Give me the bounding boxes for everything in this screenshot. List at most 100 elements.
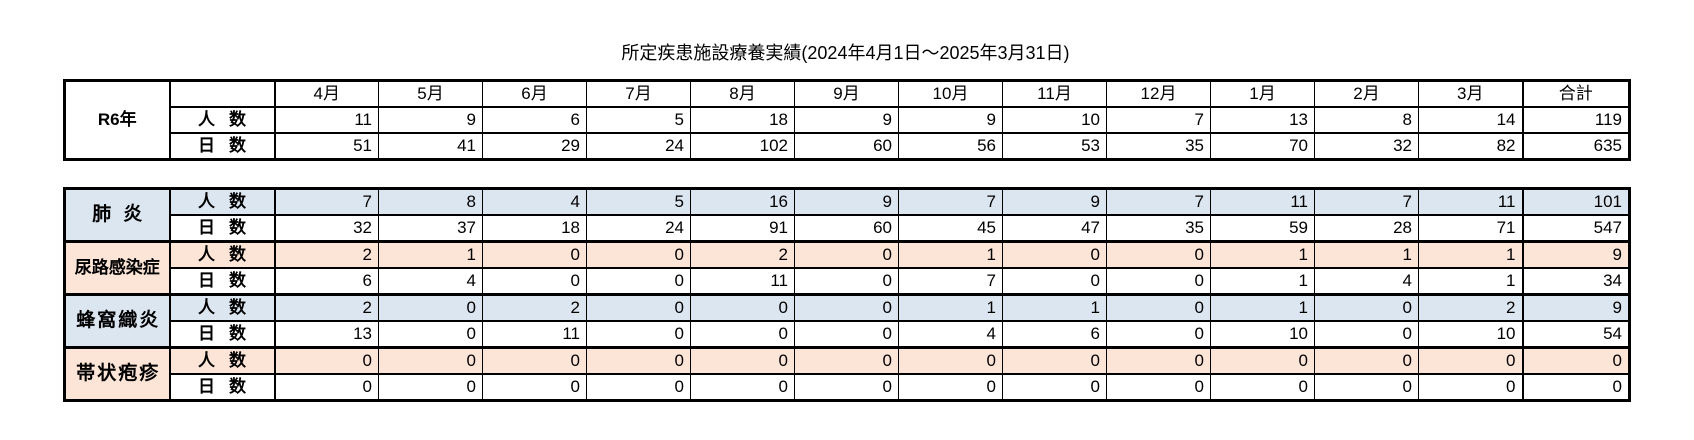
data-cell: 0 bbox=[1314, 293, 1419, 322]
data-cell: 1 bbox=[1002, 293, 1107, 322]
total-cell: 119 bbox=[1521, 106, 1630, 134]
data-cell: 4 bbox=[378, 267, 483, 296]
row-label-people: 人数 bbox=[168, 240, 275, 269]
total-cell: 54 bbox=[1521, 320, 1630, 349]
data-cell: 11 bbox=[273, 106, 379, 134]
disease-label: 尿路感染症 bbox=[64, 240, 170, 296]
data-cell: 6 bbox=[482, 106, 587, 134]
data-cell: 2 bbox=[273, 293, 379, 322]
summary-people-row: 人数 11 9 6 5 18 9 9 10 7 13 8 14 119 bbox=[65, 106, 1630, 134]
data-cell: 60 bbox=[794, 214, 899, 243]
data-cell: 0 bbox=[1106, 267, 1211, 296]
row-label-days: 日数 bbox=[168, 320, 275, 349]
data-cell: 18 bbox=[482, 214, 587, 243]
data-cell: 56 bbox=[898, 132, 1003, 161]
row-label-people: 人数 bbox=[168, 293, 275, 322]
data-cell: 7 bbox=[1106, 187, 1211, 216]
data-cell: 35 bbox=[1106, 132, 1211, 161]
data-cell: 0 bbox=[1002, 240, 1107, 269]
data-cell: 1 bbox=[1314, 240, 1419, 269]
month-header: 4月 bbox=[273, 79, 379, 108]
data-cell: 7 bbox=[273, 187, 379, 216]
data-cell: 70 bbox=[1210, 132, 1315, 161]
data-cell: 0 bbox=[586, 373, 691, 402]
data-cell: 14 bbox=[1418, 106, 1523, 134]
data-cell: 0 bbox=[1210, 346, 1315, 375]
data-cell: 0 bbox=[273, 373, 379, 402]
data-cell: 10 bbox=[1002, 106, 1107, 134]
month-header: 3月 bbox=[1418, 79, 1523, 108]
data-cell: 0 bbox=[482, 346, 587, 375]
data-cell: 0 bbox=[1418, 346, 1523, 375]
row-label-days: 日数 bbox=[168, 214, 275, 243]
data-cell: 1 bbox=[1210, 267, 1315, 296]
data-cell: 37 bbox=[378, 214, 483, 243]
data-cell: 0 bbox=[1314, 346, 1419, 375]
data-cell: 0 bbox=[794, 320, 899, 349]
row-label-days: 日数 bbox=[168, 373, 275, 402]
total-header: 合計 bbox=[1521, 79, 1630, 108]
data-cell: 0 bbox=[586, 293, 691, 322]
row-label-people: 人数 bbox=[168, 106, 275, 134]
cellulitis-people-row: 蜂窩織炎 人数 2 0 2 0 0 0 1 1 0 1 0 2 9 bbox=[64, 293, 1630, 349]
data-cell: 60 bbox=[794, 132, 899, 161]
data-cell: 11 bbox=[1418, 187, 1523, 216]
data-cell: 1 bbox=[1210, 293, 1315, 322]
data-cell: 9 bbox=[794, 187, 899, 216]
data-cell: 0 bbox=[1106, 240, 1211, 269]
disease-label: 肺炎 bbox=[64, 187, 170, 243]
uti-people-row: 尿路感染症 人数 2 1 0 0 2 0 1 0 0 1 1 1 9 bbox=[64, 240, 1630, 296]
data-cell: 0 bbox=[794, 346, 899, 375]
data-cell: 0 bbox=[1106, 373, 1211, 402]
data-cell: 0 bbox=[1002, 346, 1107, 375]
uti-days-row: 日数 6 4 0 0 11 0 7 0 0 1 4 1 34 bbox=[65, 267, 1630, 296]
data-cell: 28 bbox=[1314, 214, 1419, 243]
data-cell: 0 bbox=[1106, 346, 1211, 375]
total-cell: 0 bbox=[1521, 346, 1630, 375]
row-label-days: 日数 bbox=[168, 132, 275, 161]
data-cell: 0 bbox=[690, 293, 795, 322]
data-cell: 9 bbox=[794, 106, 899, 134]
data-cell: 0 bbox=[586, 320, 691, 349]
data-cell: 5 bbox=[586, 187, 691, 216]
data-cell: 45 bbox=[898, 214, 1003, 243]
month-header: 12月 bbox=[1106, 79, 1211, 108]
data-cell: 91 bbox=[690, 214, 795, 243]
data-cell: 0 bbox=[378, 346, 483, 375]
data-cell: 8 bbox=[378, 187, 483, 216]
total-cell: 34 bbox=[1521, 267, 1630, 296]
data-cell: 0 bbox=[1106, 293, 1211, 322]
data-cell: 0 bbox=[378, 320, 483, 349]
data-cell: 0 bbox=[1106, 320, 1211, 349]
data-cell: 0 bbox=[1314, 320, 1419, 349]
total-cell: 9 bbox=[1521, 240, 1630, 269]
data-cell: 16 bbox=[690, 187, 795, 216]
table-title: 所定疾患施設療養実績(2024年4月1日～2025年3月31日) bbox=[621, 43, 1070, 63]
data-cell: 24 bbox=[586, 214, 691, 243]
total-cell: 0 bbox=[1521, 373, 1630, 402]
data-cell: 9 bbox=[1002, 187, 1107, 216]
data-cell: 32 bbox=[1314, 132, 1419, 161]
data-cell: 10 bbox=[1210, 320, 1315, 349]
data-cell: 41 bbox=[378, 132, 483, 161]
data-cell: 0 bbox=[794, 267, 899, 296]
empty-header-cell bbox=[168, 79, 275, 108]
data-cell: 9 bbox=[898, 106, 1003, 134]
data-cell: 0 bbox=[794, 293, 899, 322]
data-cell: 0 bbox=[1210, 373, 1315, 402]
total-cell: 547 bbox=[1521, 214, 1630, 243]
data-cell: 82 bbox=[1418, 132, 1523, 161]
data-cell: 7 bbox=[1314, 187, 1419, 216]
data-cell: 0 bbox=[1418, 373, 1523, 402]
pneumonia-people-row: 肺炎 人数 7 8 4 5 16 9 7 9 7 11 7 11 101 bbox=[64, 187, 1630, 243]
row-label-people: 人数 bbox=[168, 187, 275, 216]
data-cell: 2 bbox=[273, 240, 379, 269]
data-cell: 24 bbox=[586, 132, 691, 161]
data-cell: 0 bbox=[482, 267, 587, 296]
data-cell: 1 bbox=[898, 240, 1003, 269]
total-cell: 101 bbox=[1521, 187, 1630, 216]
row-label-days: 日数 bbox=[168, 267, 275, 296]
data-cell: 0 bbox=[690, 373, 795, 402]
data-cell: 0 bbox=[378, 373, 483, 402]
data-cell: 0 bbox=[273, 346, 379, 375]
